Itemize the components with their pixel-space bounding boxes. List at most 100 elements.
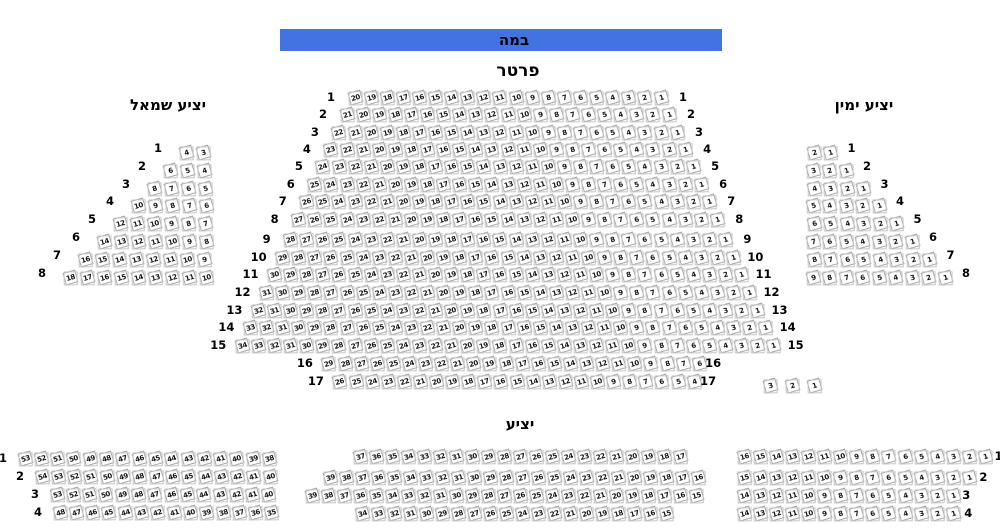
seat[interactable]: 1: [733, 265, 750, 283]
seat[interactable]: 6: [685, 336, 702, 354]
seat[interactable]: 10: [145, 214, 163, 232]
seat[interactable]: 27: [314, 265, 331, 283]
seat[interactable]: 7: [644, 283, 661, 301]
seat[interactable]: 19: [641, 468, 659, 486]
seat[interactable]: 21: [355, 140, 372, 158]
seat[interactable]: 22: [379, 230, 396, 248]
seat[interactable]: 6: [864, 504, 881, 522]
seat[interactable]: 19: [435, 248, 452, 266]
seat[interactable]: 10: [832, 447, 849, 465]
seat[interactable]: 21: [363, 157, 380, 175]
seat[interactable]: 2: [660, 140, 678, 158]
seat[interactable]: 2: [920, 268, 937, 286]
seat[interactable]: 4: [668, 230, 686, 248]
seat[interactable]: 4: [854, 232, 871, 250]
seat[interactable]: 38: [337, 468, 355, 486]
seat[interactable]: 11: [491, 88, 508, 106]
seat[interactable]: 6: [805, 214, 823, 232]
seat[interactable]: 17: [507, 336, 525, 354]
seat[interactable]: 21: [609, 468, 627, 486]
seat[interactable]: 49: [82, 449, 99, 467]
seat[interactable]: 43: [133, 503, 150, 521]
seat[interactable]: 16: [459, 192, 476, 210]
seat[interactable]: 18: [460, 372, 477, 390]
seat[interactable]: 9: [596, 248, 613, 266]
seat[interactable]: 12: [499, 140, 517, 158]
seat[interactable]: 16: [443, 157, 460, 175]
seat[interactable]: 21: [435, 318, 452, 336]
seat[interactable]: 40: [182, 503, 199, 521]
seat[interactable]: 4: [693, 283, 710, 301]
seat[interactable]: 19: [481, 354, 498, 372]
seat[interactable]: 14: [516, 248, 533, 266]
seat[interactable]: 14: [540, 301, 557, 319]
seat[interactable]: 28: [290, 248, 307, 266]
seat[interactable]: 44: [117, 503, 134, 521]
seat[interactable]: 18: [427, 192, 444, 210]
seat[interactable]: 35: [367, 486, 385, 504]
seat[interactable]: 11: [816, 447, 833, 465]
seat[interactable]: 18: [475, 301, 492, 319]
seat[interactable]: 36: [351, 486, 369, 504]
seat[interactable]: 20: [379, 157, 396, 175]
seat[interactable]: 26: [355, 318, 372, 336]
seat[interactable]: 11: [556, 230, 573, 248]
seat[interactable]: 26: [347, 301, 364, 319]
seat[interactable]: 13: [475, 123, 492, 141]
seat[interactable]: 11: [499, 105, 517, 123]
seat[interactable]: 22: [371, 210, 388, 228]
seat[interactable]: 6: [197, 196, 215, 214]
seat[interactable]: 13: [540, 265, 557, 283]
seat[interactable]: 17: [655, 486, 673, 504]
seat[interactable]: 3: [913, 486, 930, 504]
seat[interactable]: 49: [115, 467, 132, 485]
seat[interactable]: 2: [717, 265, 734, 283]
seat[interactable]: 44: [195, 485, 212, 503]
seat[interactable]: 19: [387, 140, 404, 158]
seat[interactable]: 17: [671, 447, 689, 465]
seat[interactable]: 20: [427, 265, 444, 283]
seat[interactable]: 30: [274, 283, 291, 301]
seat[interactable]: 5: [620, 157, 637, 175]
seat[interactable]: 23: [338, 175, 356, 193]
seat[interactable]: 9: [804, 268, 822, 286]
seat[interactable]: 7: [564, 105, 581, 123]
seat[interactable]: 24: [561, 468, 579, 486]
seat[interactable]: 1: [945, 504, 962, 522]
seat[interactable]: 16: [499, 283, 517, 301]
seat[interactable]: 7: [628, 248, 645, 266]
seat[interactable]: 52: [33, 449, 50, 467]
seat[interactable]: 8: [163, 196, 181, 214]
seat[interactable]: 18: [657, 468, 675, 486]
seat[interactable]: 8: [821, 268, 838, 286]
seat[interactable]: 14: [451, 105, 468, 123]
seat[interactable]: 33: [250, 336, 267, 354]
seat[interactable]: 14: [459, 123, 476, 141]
seat[interactable]: 7: [620, 230, 637, 248]
seat[interactable]: 17: [673, 468, 691, 486]
seat[interactable]: 10: [620, 336, 637, 354]
seat[interactable]: 37: [335, 486, 353, 504]
seat[interactable]: 27: [346, 336, 364, 354]
seat[interactable]: 2: [871, 214, 889, 232]
seat[interactable]: 25: [322, 210, 339, 228]
seat[interactable]: 8: [588, 192, 605, 210]
seat[interactable]: 46: [164, 467, 181, 485]
seat[interactable]: 42: [228, 485, 245, 503]
seat[interactable]: 4: [838, 214, 856, 232]
seat[interactable]: 12: [784, 468, 801, 486]
seat[interactable]: 6: [864, 486, 881, 504]
seat[interactable]: 18: [379, 88, 396, 106]
seat[interactable]: 4: [871, 250, 889, 268]
seat[interactable]: 16: [467, 210, 484, 228]
seat[interactable]: 18: [491, 336, 508, 354]
seat[interactable]: 10: [507, 88, 525, 106]
seat[interactable]: 10: [556, 192, 573, 210]
seat[interactable]: 8: [848, 468, 865, 486]
seat[interactable]: 16: [516, 318, 533, 336]
seat[interactable]: 21: [449, 354, 466, 372]
seat[interactable]: 23: [417, 354, 434, 372]
seat[interactable]: 16: [95, 268, 113, 286]
seat[interactable]: 12: [588, 336, 605, 354]
seat[interactable]: 3: [761, 376, 779, 394]
